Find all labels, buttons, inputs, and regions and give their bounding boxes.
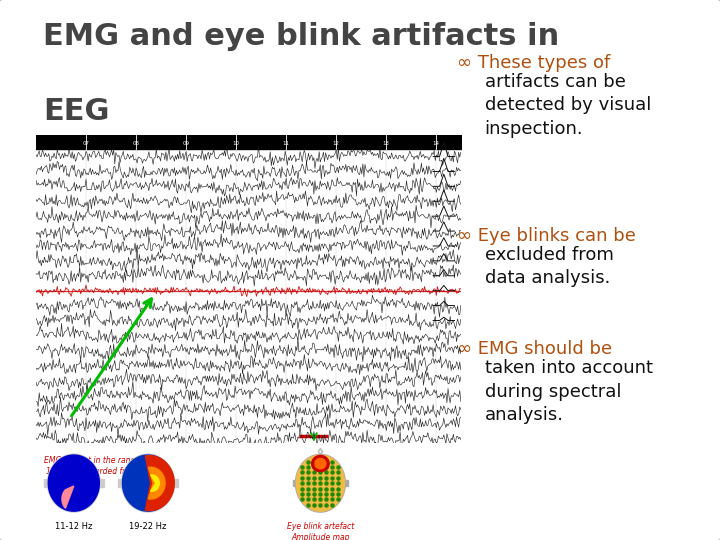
Text: 12: 12 <box>333 141 339 146</box>
Polygon shape <box>297 455 344 511</box>
Polygon shape <box>122 454 174 512</box>
Polygon shape <box>48 454 100 512</box>
Polygon shape <box>295 454 346 512</box>
Polygon shape <box>99 479 104 488</box>
Text: 09: 09 <box>182 141 189 146</box>
Polygon shape <box>117 479 122 488</box>
Polygon shape <box>344 480 348 486</box>
Text: ∞ EMG should be: ∞ EMG should be <box>457 340 612 358</box>
Text: 14: 14 <box>432 141 439 146</box>
Polygon shape <box>122 455 174 511</box>
Polygon shape <box>174 479 179 488</box>
Polygon shape <box>315 458 326 469</box>
Polygon shape <box>62 486 74 508</box>
Text: excluded from
data analysis.: excluded from data analysis. <box>485 246 613 287</box>
Polygon shape <box>148 467 165 499</box>
Polygon shape <box>150 475 159 491</box>
Text: EMG artifact in the range of
19-22 Hz recorded from T3: EMG artifact in the range of 19-22 Hz re… <box>45 456 150 476</box>
Text: EMG and eye blink artifacts in: EMG and eye blink artifacts in <box>43 22 559 51</box>
Polygon shape <box>312 456 329 471</box>
Text: 07: 07 <box>83 141 89 146</box>
Text: 08: 08 <box>132 141 140 146</box>
Polygon shape <box>145 456 174 511</box>
Text: 11: 11 <box>282 141 289 146</box>
Text: 19-22 Hz: 19-22 Hz <box>130 522 166 531</box>
Text: Eye blink artefact
Amplitude map: Eye blink artefact Amplitude map <box>287 522 354 540</box>
Polygon shape <box>48 455 99 511</box>
Text: EEG: EEG <box>43 97 109 126</box>
Polygon shape <box>43 479 48 488</box>
Polygon shape <box>293 480 297 486</box>
Text: 13: 13 <box>382 141 390 146</box>
Text: 10: 10 <box>233 141 240 146</box>
Text: 11-12 Hz: 11-12 Hz <box>55 522 92 531</box>
Text: ∞ Eye blinks can be: ∞ Eye blinks can be <box>457 227 636 245</box>
Text: taken into account
during spectral
analysis.: taken into account during spectral analy… <box>485 359 652 424</box>
Text: artifacts can be
detected by visual
inspection.: artifacts can be detected by visual insp… <box>485 73 651 138</box>
Text: ∞ These types of: ∞ These types of <box>457 54 611 72</box>
